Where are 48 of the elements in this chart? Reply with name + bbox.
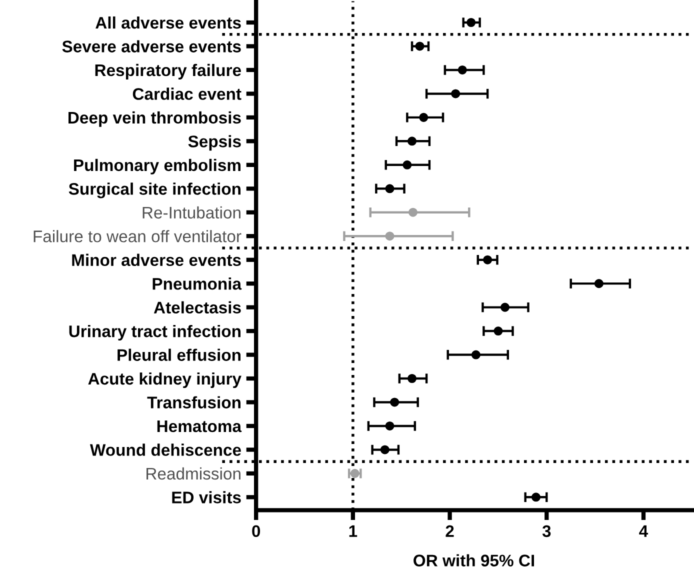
point (500, 302, 510, 312)
x-tick-label: 1 (349, 525, 358, 537)
y-tick-label: Respiratory failure (95, 64, 241, 80)
y-tick-label: Deep vein thrombosis (68, 111, 241, 127)
point (458, 65, 467, 74)
point (408, 136, 417, 146)
y-tick-label: Acute kidney injury (88, 372, 242, 388)
point (483, 255, 492, 264)
point (419, 112, 428, 122)
point (408, 208, 418, 217)
x-tick-label: 4 (639, 525, 648, 537)
y-tick-label: Wound dehiscence (90, 444, 241, 456)
y-tick-label: Sepsis (188, 135, 241, 151)
x-tick-label: 0 (252, 525, 260, 538)
y-tick-label: Cardiac event (132, 88, 242, 100)
point (408, 374, 417, 384)
y-tick-label: Readmission (146, 467, 240, 480)
y-tick-label: ED visits (172, 491, 241, 504)
point (402, 160, 412, 170)
point (531, 492, 540, 502)
point (385, 421, 394, 430)
y-tick-label: Transfusion (147, 396, 240, 408)
y-tick-label: Pneumonia (152, 278, 242, 290)
x-axis-title: OR with 95% CI (414, 554, 534, 566)
y-tick-label: Surgical site infection (68, 182, 240, 198)
point (390, 398, 400, 407)
y-tick-label: All adverse events (96, 16, 241, 29)
point (385, 232, 394, 241)
point (594, 279, 604, 288)
y-tick-label: Pulmonary embolism (74, 158, 240, 174)
y-tick-label: Urinary tract infection (69, 325, 240, 341)
x-tick-label: 2 (446, 525, 454, 537)
point (466, 18, 476, 28)
point (451, 89, 460, 98)
y-tick-label: Minor adverse events (72, 254, 241, 266)
x-tick-label: 3 (542, 525, 551, 538)
y-tick-label: Severe adverse events (62, 40, 241, 52)
y-tick-label: Atelectasis (154, 301, 241, 314)
y-tick-label: Pleural effusion (118, 348, 240, 361)
point (380, 445, 390, 454)
y-tick-label: Hematoma (157, 420, 242, 432)
point (471, 350, 480, 360)
point (385, 184, 394, 194)
y-tick-label: Failure to wean off ventilator (34, 230, 242, 242)
point (494, 326, 503, 336)
point (415, 42, 424, 51)
y-tick-label: Re-Intubation (142, 206, 240, 219)
point (350, 468, 360, 478)
